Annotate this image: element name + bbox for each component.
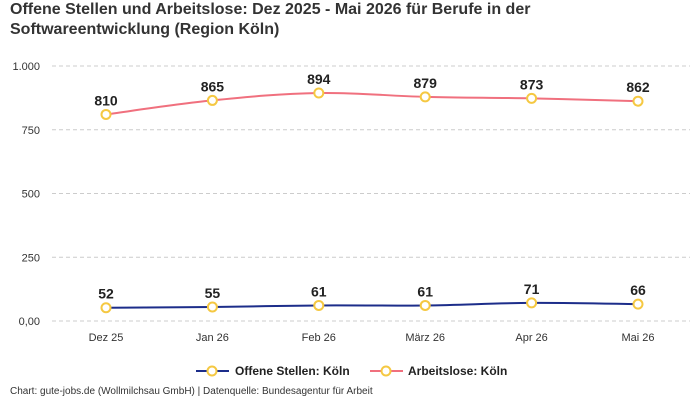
legend-label: Offene Stellen: Köln	[235, 364, 350, 378]
offene-stellen-data-label: 71	[524, 281, 540, 297]
legend-swatch-marker	[206, 365, 218, 377]
series-layer	[100, 87, 644, 314]
arbeitslose-data-label: 862	[626, 79, 650, 95]
offene-stellen-point[interactable]	[100, 302, 112, 314]
offene-stellen-line	[105, 301, 639, 309]
legend-label: Arbeitslose: Köln	[408, 364, 507, 378]
arbeitslose-point[interactable]	[419, 91, 431, 103]
arbeitslose-line	[105, 91, 639, 116]
y-tick-label: 250	[22, 252, 40, 264]
offene-stellen-point[interactable]	[632, 298, 644, 310]
arbeitslose-point[interactable]	[632, 95, 644, 107]
x-tick-label: Dez 25	[89, 332, 124, 344]
offene-stellen-point[interactable]	[206, 301, 218, 313]
arbeitslose-data-label: 810	[94, 92, 118, 108]
x-tick-label: März 26	[405, 332, 445, 344]
offene-stellen-data-label: 66	[630, 282, 646, 298]
y-tick-label: 0,00	[19, 316, 40, 328]
arbeitslose-data-label: 865	[201, 78, 225, 94]
arbeitslose-point[interactable]	[313, 87, 325, 99]
arbeitslose-data-label: 894	[307, 71, 331, 87]
x-tick-label: Jan 26	[196, 332, 229, 344]
offene-stellen-point[interactable]	[526, 297, 538, 309]
legend: Offene Stellen: Köln Arbeitslose: Köln	[196, 364, 507, 378]
offene-stellen-data-label: 61	[311, 283, 327, 299]
x-axis-ticks: Dez 25 Jan 26 Feb 26 März 26 Apr 26 Mai 26	[89, 332, 655, 344]
y-tick-label: 500	[22, 189, 40, 201]
y-tick-label: 750	[22, 125, 40, 137]
data-labels: 52 55 61 61 71 66 810 865 894 879 873 862	[94, 71, 650, 302]
x-tick-label: Mai 26	[621, 332, 654, 344]
y-tick-label: 1.000	[12, 61, 40, 73]
legend-swatch-marker	[380, 365, 392, 377]
chart-footer: Chart: gute-jobs.de (Wollmilchsau GmbH) …	[10, 386, 373, 397]
legend-item-arbeitslose[interactable]: Arbeitslose: Köln	[370, 364, 507, 378]
grid-layer	[52, 65, 690, 322]
offene-stellen-point[interactable]	[419, 299, 431, 311]
offene-stellen-data-label: 55	[205, 285, 221, 301]
x-tick-label: Feb 26	[302, 332, 336, 344]
x-tick-label: Apr 26	[515, 332, 547, 344]
offene-stellen-point[interactable]	[313, 299, 325, 311]
arbeitslose-point[interactable]	[526, 92, 538, 104]
arbeitslose-point[interactable]	[100, 108, 112, 120]
offene-stellen-data-label: 61	[417, 283, 433, 299]
arbeitslose-data-label: 879	[414, 75, 438, 91]
chart-title: Offene Stellen und Arbeitslose: Dez 2025…	[10, 1, 531, 38]
arbeitslose-point[interactable]	[206, 94, 218, 106]
y-axis-ticks: 0,00 250 500 750 1.000	[12, 61, 40, 328]
legend-item-offene-stellen[interactable]: Offene Stellen: Köln	[196, 364, 350, 378]
arbeitslose-data-label: 873	[520, 76, 544, 92]
offene-stellen-data-label: 52	[98, 286, 114, 302]
